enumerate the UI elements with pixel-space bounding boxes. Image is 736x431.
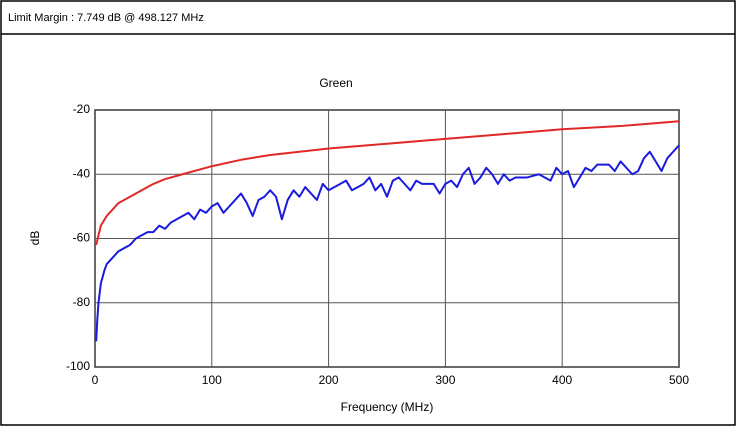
x-tick-label: 0 (92, 373, 99, 387)
x-tick-label: 100 (202, 373, 222, 387)
y-tick-label: -40 (73, 166, 91, 180)
x-tick-label: 400 (552, 373, 572, 387)
y-tick-label: -100 (66, 359, 90, 373)
data-line (95, 120, 680, 246)
header-text: Limit Margin : 7.749 dB @ 498.127 MHz (8, 12, 204, 24)
chart-title: Green (319, 76, 352, 90)
data-line (95, 144, 680, 342)
x-axis-label: Frequency (MHz) (341, 400, 434, 414)
x-tick-label: 300 (435, 373, 455, 387)
y-tick-label: -60 (73, 231, 91, 245)
y-tick-label: -20 (73, 102, 91, 116)
x-tick-label: 500 (669, 373, 689, 387)
y-axis-label: dB (28, 231, 42, 246)
y-tick-label: -80 (73, 295, 91, 309)
x-tick-label: 200 (319, 373, 339, 387)
